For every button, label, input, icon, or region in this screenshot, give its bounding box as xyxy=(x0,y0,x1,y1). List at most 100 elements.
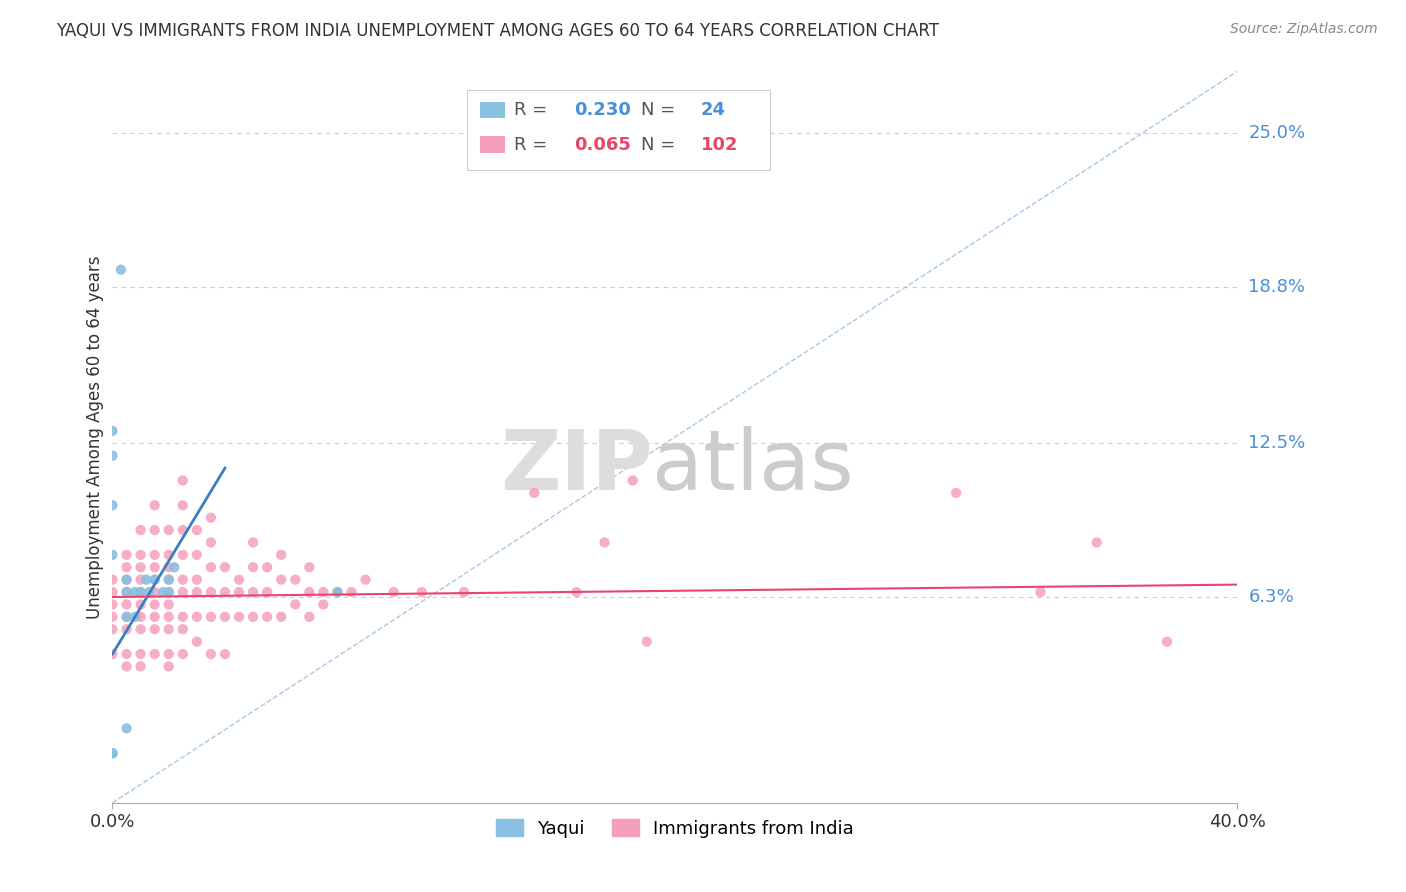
Point xyxy=(200,510,222,524)
Point xyxy=(115,585,138,599)
Bar xyxy=(481,136,505,153)
Point xyxy=(565,585,588,599)
Point xyxy=(453,585,475,599)
Point xyxy=(115,573,138,587)
Point xyxy=(115,610,138,624)
Point xyxy=(115,573,138,587)
Point xyxy=(945,486,967,500)
Point xyxy=(298,560,321,574)
Point xyxy=(115,598,138,612)
Point xyxy=(101,622,124,636)
Point xyxy=(135,573,157,587)
Text: R =: R = xyxy=(515,136,553,153)
Point xyxy=(172,573,194,587)
Point xyxy=(256,610,278,624)
Point xyxy=(157,548,180,562)
Text: atlas: atlas xyxy=(652,425,853,507)
Point xyxy=(124,585,146,599)
Point xyxy=(129,659,152,673)
Point xyxy=(312,585,335,599)
Point xyxy=(129,560,152,574)
Point xyxy=(163,560,186,574)
Point xyxy=(340,585,363,599)
Point xyxy=(129,573,152,587)
Point xyxy=(214,647,236,661)
Point xyxy=(115,548,138,562)
Point xyxy=(228,573,250,587)
Point xyxy=(101,746,124,760)
Point xyxy=(143,647,166,661)
Point xyxy=(143,498,166,512)
Point xyxy=(284,573,307,587)
Point xyxy=(143,598,166,612)
Point xyxy=(228,610,250,624)
Point xyxy=(200,610,222,624)
Point xyxy=(101,424,124,438)
Text: YAQUI VS IMMIGRANTS FROM INDIA UNEMPLOYMENT AMONG AGES 60 TO 64 YEARS CORRELATIO: YAQUI VS IMMIGRANTS FROM INDIA UNEMPLOYM… xyxy=(56,22,939,40)
Point xyxy=(186,610,208,624)
Y-axis label: Unemployment Among Ages 60 to 64 years: Unemployment Among Ages 60 to 64 years xyxy=(86,255,104,619)
Point xyxy=(270,573,292,587)
Point xyxy=(143,548,166,562)
Point xyxy=(411,585,433,599)
Point xyxy=(593,535,616,549)
Legend: Yaqui, Immigrants from India: Yaqui, Immigrants from India xyxy=(488,813,862,845)
Point xyxy=(200,585,222,599)
Text: 24: 24 xyxy=(700,101,725,120)
Point xyxy=(1085,535,1108,549)
Point xyxy=(101,746,124,760)
Point xyxy=(523,486,546,500)
Point xyxy=(115,647,138,661)
Point xyxy=(256,585,278,599)
Point xyxy=(312,598,335,612)
Point xyxy=(1156,634,1178,648)
Point xyxy=(129,585,152,599)
Point xyxy=(186,523,208,537)
Point xyxy=(636,634,658,648)
Point xyxy=(101,548,124,562)
Point xyxy=(157,573,180,587)
Point xyxy=(101,573,124,587)
Point xyxy=(110,262,132,277)
Point xyxy=(354,573,377,587)
Text: 0.065: 0.065 xyxy=(574,136,630,153)
Point xyxy=(186,573,208,587)
Text: N =: N = xyxy=(641,136,681,153)
Point xyxy=(129,598,152,612)
Point xyxy=(115,659,138,673)
Point xyxy=(186,585,208,599)
Text: 0.230: 0.230 xyxy=(574,101,630,120)
Point xyxy=(298,585,321,599)
Point xyxy=(200,560,222,574)
Point xyxy=(143,610,166,624)
Point xyxy=(143,523,166,537)
Point xyxy=(157,622,180,636)
Point xyxy=(172,498,194,512)
Point xyxy=(172,585,194,599)
Point xyxy=(172,548,194,562)
Point xyxy=(214,585,236,599)
Point xyxy=(143,585,166,599)
Point xyxy=(115,560,138,574)
Point xyxy=(242,560,264,574)
Point xyxy=(242,585,264,599)
Point xyxy=(143,573,166,587)
Point xyxy=(143,560,166,574)
Point xyxy=(124,610,146,624)
Text: ZIP: ZIP xyxy=(501,425,652,507)
Point xyxy=(101,610,124,624)
Point xyxy=(115,722,138,736)
Point xyxy=(172,622,194,636)
Point xyxy=(186,634,208,648)
Point xyxy=(129,647,152,661)
Point xyxy=(115,610,138,624)
Bar xyxy=(481,102,505,118)
Point xyxy=(270,610,292,624)
Point xyxy=(129,548,152,562)
Point xyxy=(157,585,180,599)
Point xyxy=(172,474,194,488)
Point xyxy=(101,598,124,612)
Text: 6.3%: 6.3% xyxy=(1249,588,1294,606)
Point xyxy=(152,585,174,599)
Point xyxy=(1029,585,1052,599)
